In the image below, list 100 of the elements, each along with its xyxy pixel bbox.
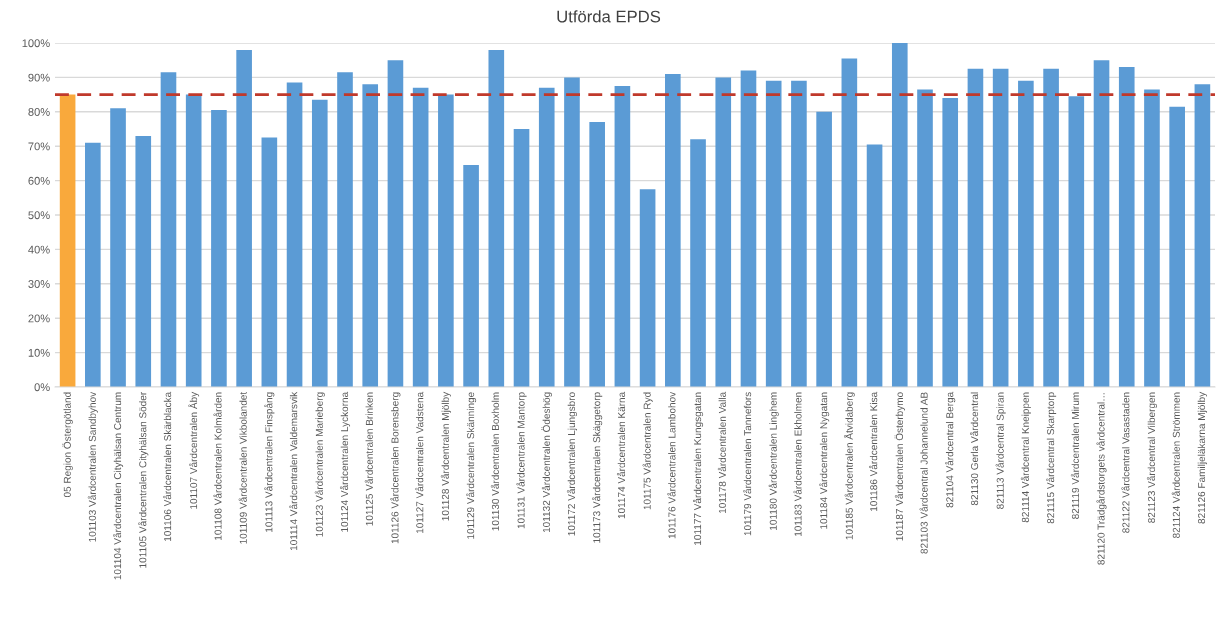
bar: [665, 73, 681, 387]
x-tick-label: 101128 Vårdcentralen Mjölby: [440, 391, 451, 521]
x-tick-label: 101186 Vårdcentralen Kisa: [869, 391, 878, 511]
x-tick-label: 101183 Vårdcentralen Ekholmen: [793, 392, 802, 536]
x-tick-label: 05 Region Östergötland: [62, 392, 73, 498]
bar: [967, 68, 984, 387]
bar: [85, 142, 101, 387]
bar: [639, 189, 656, 387]
x-tick-label: 821126 Familjeläkarna Mjölby: [1197, 391, 1208, 524]
x-tick-label: 101177 Vårdcentralen Kungsgatan: [692, 392, 704, 545]
bar: [412, 87, 429, 387]
bar: [1093, 60, 1110, 387]
bar: [236, 49, 252, 387]
bar: [791, 80, 807, 387]
bar: [463, 165, 479, 387]
x-tick-label: 101106 Vårdcentralen Skärblacka: [163, 391, 172, 541]
x-tick-label: 821104 Vårdcentral Berga: [945, 391, 956, 508]
x-tick-label: 101123 Vårdcentralen Marieberg: [314, 392, 325, 537]
y-tick-label: 70%: [28, 142, 50, 151]
y-tick-label: 60%: [28, 176, 50, 185]
x-tick-label: 101126 Vårdcentralen Borensberg: [390, 392, 401, 544]
bar: [211, 110, 227, 387]
y-tick-label: 90%: [28, 73, 50, 82]
y-tick-label: 40%: [28, 245, 50, 254]
bar: [1194, 84, 1211, 387]
x-tick-label: 101187 Vårdcentralen Österbymo: [894, 392, 905, 541]
x-tick-label: 821120 Trädgårdstorgets vårdcentral…: [1096, 393, 1107, 565]
x-tick-label: 821124 Vårdcentralen Strömmen: [1171, 392, 1180, 538]
bar: [740, 70, 757, 387]
x-tick-label: 101124 Vårdcentralen Lyckorna: [339, 391, 351, 532]
x-tick-label: 101184 Vårdcentralen Nygatan: [819, 392, 830, 529]
y-tick-label: 30%: [28, 280, 50, 288]
bar: [614, 86, 631, 387]
x-tick-label: 101105 Vårdcentralen Cityhälsan Söder: [138, 392, 149, 568]
x-tick-label: 101108 Vårdcentralen Kolmården: [213, 392, 222, 540]
x-tick-label: 101129 Vårdcentralen Skänninge: [466, 392, 477, 539]
x-tick-label: 821119 Vårdcentralen Mirum: [1070, 392, 1079, 519]
x-tick-label: 821113 Vårdcentral Spiran: [995, 392, 1006, 509]
bar: [942, 98, 959, 387]
x-tick-label: 821103 Vårdcentral Johannelund AB: [919, 392, 928, 554]
x-tick-label: 101179 Vårdcentralen Tannefors: [743, 392, 752, 536]
bar: [841, 58, 858, 387]
x-tick-label: 101132 Vårdcentralen Ödeshög: [541, 392, 552, 533]
y-tick-label: 20%: [28, 314, 50, 323]
bar: [564, 77, 580, 387]
x-tick-label: 101103 Vårdcentralen Sandbyhov: [87, 391, 98, 542]
bar: [690, 139, 706, 387]
x-tick-label: 101107 Vårdcentralen Åby: [188, 391, 200, 509]
bar: [992, 68, 1009, 387]
bar: [261, 137, 278, 387]
bar: [59, 94, 76, 387]
bar: [715, 77, 732, 387]
bar: [160, 72, 177, 387]
bar: [135, 135, 152, 387]
bar: [589, 122, 605, 387]
x-tick-label: 101125 Vårdcentralen Brinken: [364, 392, 373, 526]
bar: [362, 84, 379, 387]
bar: [1043, 68, 1059, 387]
bar: [866, 144, 883, 387]
x-tick-label: 821115 Vårdcentral Skarptorp: [1046, 392, 1057, 524]
x-tick-label: 101127 Vårdcentralen Vadstena: [415, 391, 424, 534]
bar: [488, 49, 505, 387]
x-tick-label: 101172 Vårdcentralen Ljungsbro: [566, 392, 578, 536]
bar: [110, 108, 126, 387]
bar: [1118, 67, 1135, 387]
x-tick-label: 101174 Vårdcentralen Kärna: [616, 391, 626, 519]
bar: [286, 82, 303, 387]
chart-title: Utförda EPDS: [557, 10, 661, 23]
bar: [1144, 89, 1160, 387]
x-tick-label: 101175 Vårdcentralen Ryd: [642, 392, 653, 510]
x-tick-label: 101131 Vårdcentralen Mantorp: [516, 392, 527, 529]
y-tick-label: 0%: [34, 383, 50, 392]
y-tick-label: 50%: [28, 211, 50, 220]
x-tick-label: 101114 Vårdcentralen Valdemarsvik: [289, 391, 298, 551]
bar: [538, 87, 555, 387]
x-tick-label: 101176 Vårdcentralen Lambohov: [667, 391, 676, 539]
x-tick-label: 101113 Vårdcentralen Finspång: [264, 392, 275, 532]
x-tick-label: 101185 Vårdcentralen Åtvidaberg: [843, 392, 855, 540]
bar: [387, 60, 404, 387]
x-tick-label: 101104 Vårdcentralen Cityhälsan Centrum: [112, 392, 124, 580]
bar: [337, 72, 353, 387]
y-tick-label: 100%: [22, 39, 50, 48]
bar: [311, 99, 328, 387]
y-tick-label: 80%: [28, 108, 50, 116]
x-tick-label: 821122 Vårdcentral Vasastaden: [1121, 392, 1130, 533]
bar: [438, 94, 454, 387]
bar: [891, 43, 908, 387]
bar: [1169, 106, 1185, 387]
bar: [513, 129, 530, 387]
x-tick-label: 101180 Vårdcentralen Linghem: [768, 392, 779, 530]
bar: [1018, 80, 1034, 387]
y-tick-label: 10%: [28, 348, 50, 357]
x-tick-label: 101109 Vårdcentralen Vikbolandet: [238, 391, 247, 544]
bar: [185, 94, 202, 387]
bar: [1068, 96, 1085, 387]
x-tick-label: 101178 Vårdcentralen Valla: [717, 391, 726, 514]
x-tick-label: 101130 Vårdcentralen Boxholm: [490, 392, 499, 531]
x-tick-label: 821114 Vårdcentral Kneippen: [1020, 392, 1031, 523]
x-tick-label: 821130 Gerla Vårdcentral: [969, 392, 979, 506]
bar: [917, 89, 933, 387]
